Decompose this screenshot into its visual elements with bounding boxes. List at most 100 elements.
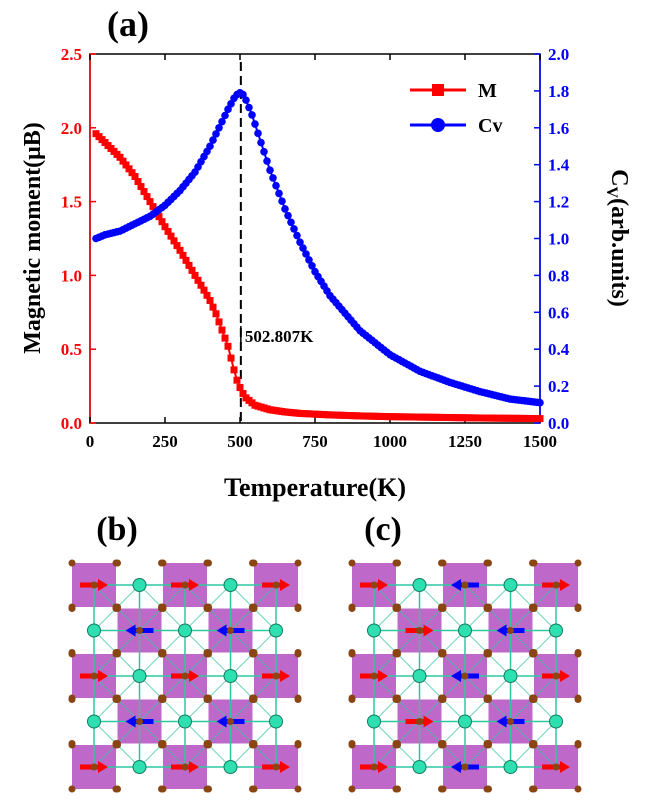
large-atom [178, 623, 192, 638]
marker-cv [266, 166, 274, 175]
large-atom [367, 623, 381, 638]
small-atom [294, 785, 302, 793]
magnetic-atom [507, 718, 514, 725]
small-atom [68, 785, 76, 793]
marker-m [170, 237, 178, 245]
small-atom [439, 741, 447, 749]
small-atom [205, 650, 212, 658]
small-atom [348, 785, 356, 793]
marker-cv [281, 205, 289, 213]
small-atom [294, 741, 302, 749]
marker-cv [299, 244, 307, 252]
y-right-title-sub: V [603, 187, 620, 199]
small-atom [530, 696, 538, 703]
arrow-head [189, 579, 199, 591]
small-atom [250, 741, 258, 749]
small-atom [574, 696, 582, 703]
spin-structure-b [68, 559, 302, 793]
arrow-head [98, 761, 108, 773]
marker-m [536, 415, 544, 423]
arrow-head [280, 761, 290, 773]
marker-cv [248, 111, 256, 119]
transition-temperature-label: 502.807K [245, 327, 314, 346]
magnetic-atom [90, 672, 98, 680]
plot-frame [89, 53, 541, 424]
series-m [92, 130, 544, 423]
marker-m [161, 223, 169, 231]
small-atom [68, 605, 76, 612]
small-atom [439, 650, 447, 658]
marker-m [191, 271, 199, 279]
marker-m [131, 173, 139, 181]
marker-cv [275, 189, 283, 198]
marker-cv [245, 103, 253, 112]
large-atom [132, 578, 147, 592]
arrow-head [216, 624, 227, 637]
marker-m [146, 198, 154, 206]
marker-m [209, 303, 217, 311]
y-right-tick-label: 1.2 [548, 193, 569, 212]
x-tick-label: 1000 [373, 432, 407, 451]
arrow-head [378, 761, 388, 773]
marker-m [173, 242, 181, 250]
large-atom [178, 714, 192, 729]
marker-m [188, 266, 196, 274]
y-left-tick-label: 0.5 [61, 340, 82, 359]
small-atom [574, 605, 582, 612]
small-atom [530, 741, 538, 749]
marker-m [182, 256, 190, 264]
marker-m [128, 169, 136, 177]
legend-marker-cv [431, 118, 445, 132]
magnetic-atom [272, 581, 280, 589]
magnetic-atom [552, 763, 560, 771]
marker-cv [269, 174, 277, 182]
magnetic-atom [181, 763, 189, 771]
marker-m [194, 276, 202, 284]
large-atom [549, 714, 563, 729]
small-atom [205, 559, 212, 567]
y-right-tick-label: 0.4 [548, 340, 570, 359]
legend-label-m: M [478, 80, 497, 102]
arrow-head [451, 670, 461, 682]
y-right-tick-label: 1.6 [548, 119, 569, 138]
small-atom [159, 559, 167, 567]
small-atom [250, 785, 258, 793]
large-atom [503, 760, 518, 774]
y-right-tick-label: 2.0 [548, 45, 569, 64]
small-atom [250, 559, 258, 567]
arrow-head [280, 670, 290, 682]
magnetic-atom [181, 672, 189, 680]
large-atom [367, 714, 381, 729]
marker-m [224, 342, 232, 350]
small-atom [348, 696, 356, 703]
y-right-tick-label: 0.6 [548, 303, 569, 322]
legend-label-cv: Cv [478, 115, 502, 137]
magnetic-atom [136, 718, 143, 725]
small-atom [205, 785, 212, 793]
small-atom [574, 559, 582, 567]
marker-m [230, 366, 238, 374]
marker-m [203, 291, 211, 299]
series-layer [92, 88, 544, 423]
marker-m [218, 326, 226, 334]
small-atom [530, 650, 538, 658]
marker-cv [257, 138, 265, 147]
marker-cv [218, 117, 226, 126]
arrow-head [280, 579, 290, 591]
marker-m [200, 286, 208, 294]
small-atom [68, 650, 76, 658]
marker-cv [278, 197, 286, 206]
x-tick-label: 750 [302, 432, 328, 451]
arrow-head [98, 670, 108, 682]
small-atom [348, 741, 356, 749]
large-atom [503, 669, 518, 683]
x-axis-title: Temperature(K) [224, 473, 406, 502]
marker-m [155, 213, 163, 221]
y-right-tick-label: 0.8 [548, 266, 569, 285]
marker-cv [263, 157, 271, 165]
arrow-head [216, 715, 227, 728]
small-atom [348, 559, 356, 567]
small-atom [294, 696, 302, 703]
y-right-tick-label: 1.0 [548, 230, 569, 249]
